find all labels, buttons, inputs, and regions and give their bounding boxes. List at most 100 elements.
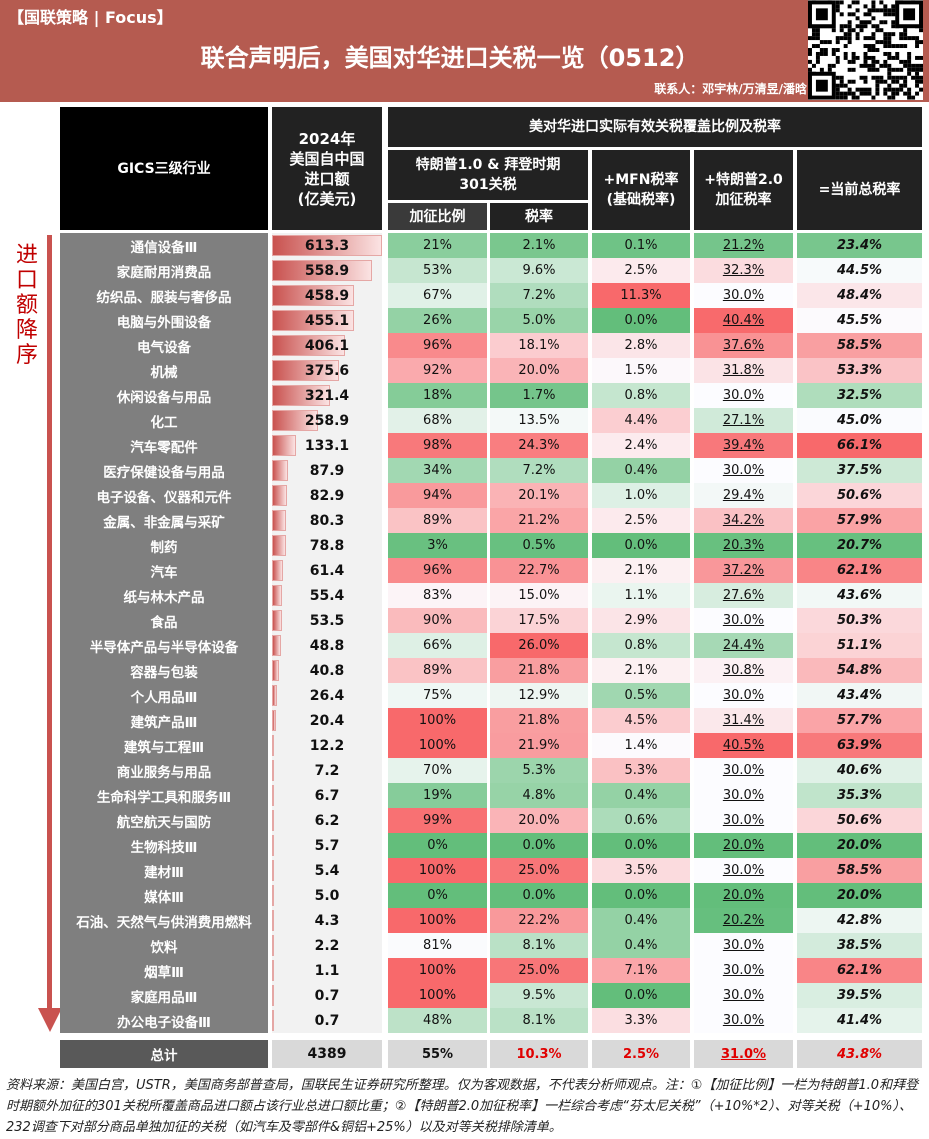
import-data-bar (272, 260, 373, 281)
cell-value: 458.9 (304, 287, 350, 304)
cell-import: 4.3 (272, 908, 382, 933)
cell-value: 2.5% (622, 1046, 660, 1062)
cell-industry: 休闲设备与用品 (60, 383, 268, 408)
table-row: 建材Ⅲ 5.4 100% 25.0% 3.5% 30.0% 58.5% (60, 858, 922, 883)
cell-industry: 总计 (60, 1040, 268, 1068)
table-row: 建筑与工程Ⅲ 12.2 100% 21.9% 1.4% 40.5% 63.9% (60, 733, 922, 758)
cell-import: 406.1 (272, 333, 382, 358)
cell-trump2: 32.3% (694, 258, 793, 283)
cell-industry: 通信设备Ⅲ (60, 233, 268, 258)
cell-total: 32.5% (797, 383, 922, 408)
cell-industry: 石油、天然气与供消费用燃料 (60, 908, 268, 933)
import-data-bar (272, 660, 280, 681)
import-data-bar (272, 460, 288, 481)
cell-value: 613.3 (304, 237, 350, 254)
cell-value: 20.2% (722, 913, 765, 928)
cell-mfn: 1.0% (592, 483, 690, 508)
cell-value: 4.3 (314, 912, 340, 929)
cell-import: 5.0 (272, 883, 382, 908)
cell-import: 48.8 (272, 633, 382, 658)
cell-mfn: 2.5% (592, 1040, 690, 1068)
cell-import: 7.2 (272, 758, 382, 783)
cell-industry: 医疗保健设备与用品 (60, 458, 268, 483)
header-group: 美对华进口实际有效关税覆盖比例及税率 (388, 107, 922, 147)
cell-rate: 18.1% (490, 333, 588, 358)
arrow-down-icon (38, 1008, 62, 1032)
cell-import: 133.1 (272, 433, 382, 458)
cell-ratio: 26% (388, 308, 487, 333)
cell-trump2: 30.8% (694, 658, 793, 683)
cell-rate: 8.1% (490, 1008, 588, 1033)
cell-rate: 4.8% (490, 783, 588, 808)
cell-value: 31.8% (722, 363, 765, 378)
cell-value: 5.7 (314, 837, 340, 854)
cell-ratio: 83% (388, 583, 487, 608)
cell-value: 31.0% (720, 1046, 767, 1062)
cell-import: 80.3 (272, 508, 382, 533)
cell-value: 26.4 (309, 687, 345, 704)
cell-industry: 汽车零配件 (60, 433, 268, 458)
cell-trump2: 30.0% (694, 783, 793, 808)
cell-import: 20.4 (272, 708, 382, 733)
cell-total: 37.5% (797, 458, 922, 483)
cell-trump2: 30.0% (694, 608, 793, 633)
import-data-bar (272, 560, 283, 581)
cell-ratio: 0% (388, 833, 487, 858)
cell-import: 12.2 (272, 733, 382, 758)
table-row: 纸与林木产品 55.4 83% 15.0% 1.1% 27.6% 43.6% (60, 583, 922, 608)
cell-total: 57.7% (797, 708, 922, 733)
table-row: 食品 53.5 90% 17.5% 2.9% 30.0% 50.3% (60, 608, 922, 633)
sort-label: 进口额降序 (15, 243, 38, 368)
table-row: 医疗保健设备与用品 87.9 34% 7.2% 0.4% 30.0% 37.5% (60, 458, 922, 483)
cell-rate: 17.5% (490, 608, 588, 633)
cell-ratio: 96% (388, 333, 487, 358)
table-row: 汽车零配件 133.1 98% 24.3% 2.4% 39.4% 66.1% (60, 433, 922, 458)
cell-trump2: 30.0% (694, 683, 793, 708)
import-data-bar (272, 585, 282, 606)
cell-trump2: 40.4% (694, 308, 793, 333)
cell-total: 54.8% (797, 658, 922, 683)
cell-ratio: 89% (388, 508, 487, 533)
cell-value: 558.9 (304, 262, 350, 279)
cell-rate: 10.3% (490, 1040, 588, 1068)
cell-value: 30.0% (722, 863, 765, 878)
cell-industry: 家庭用品Ⅲ (60, 983, 268, 1008)
cell-value: 406.1 (304, 337, 350, 354)
cell-value: 30.0% (722, 763, 765, 778)
contact-info: 联系人：邓宇林/万清昱/潘晗 (654, 82, 807, 96)
table-row: 航空航天与国防 6.2 99% 20.0% 0.6% 30.0% 50.6% (60, 808, 922, 833)
cell-mfn: 1.5% (592, 358, 690, 383)
cell-value: 39.4% (722, 438, 765, 453)
cell-value: 37.2% (722, 563, 765, 578)
cell-rate: 22.2% (490, 908, 588, 933)
table-row: 生物科技Ⅲ 5.7 0% 0.0% 0.0% 20.0% 20.0% (60, 833, 922, 858)
cell-import: 26.4 (272, 683, 382, 708)
cell-trump2: 20.0% (694, 883, 793, 908)
cell-mfn: 4.4% (592, 408, 690, 433)
cell-rate: 26.0% (490, 633, 588, 658)
cell-trump2: 31.4% (694, 708, 793, 733)
cell-industry: 纺织品、服装与奢侈品 (60, 283, 268, 308)
cell-mfn: 1.1% (592, 583, 690, 608)
cell-total: 45.5% (797, 308, 922, 333)
cell-ratio: 75% (388, 683, 487, 708)
cell-ratio: 0% (388, 883, 487, 908)
cell-import: 613.3 (272, 233, 382, 258)
cell-industry: 纸与林木产品 (60, 583, 268, 608)
cell-rate: 25.0% (490, 958, 588, 983)
cell-mfn: 2.4% (592, 433, 690, 458)
cell-value: 30.0% (722, 288, 765, 303)
cell-mfn: 2.9% (592, 608, 690, 633)
cell-ratio: 89% (388, 658, 487, 683)
cell-value: 24.4% (722, 638, 765, 653)
import-data-bar (272, 685, 277, 706)
cell-import: 40.8 (272, 658, 382, 683)
cell-value: 30.0% (722, 963, 765, 978)
header-rate: 税率 (490, 203, 588, 230)
cell-industry: 商业服务与用品 (60, 758, 268, 783)
header-ratio: 加征比例 (388, 203, 487, 230)
cell-industry: 食品 (60, 608, 268, 633)
cell-industry: 生物科技Ⅲ (60, 833, 268, 858)
cell-value: 7.2 (314, 762, 340, 779)
cell-value: 32.3% (722, 263, 765, 278)
